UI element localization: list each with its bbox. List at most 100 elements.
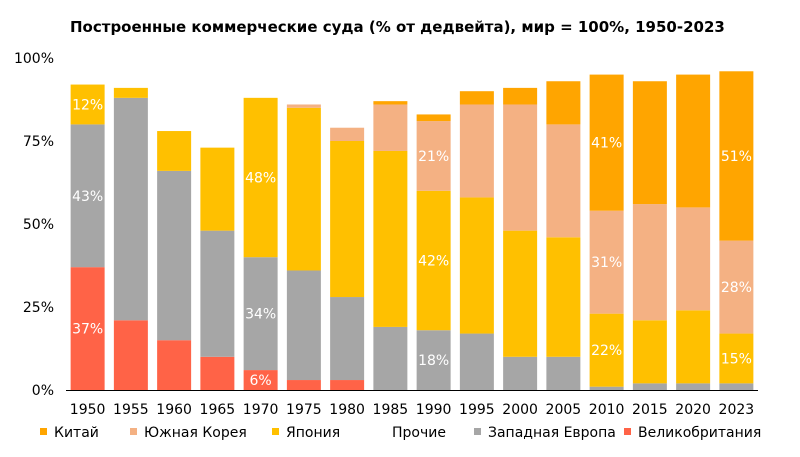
bar-segment-япония-1970	[243, 97, 278, 258]
x-tick-label: 1985	[373, 402, 409, 418]
bar-segment-западная-европа-1990	[416, 330, 451, 390]
y-tick-label: 0%	[32, 383, 54, 399]
bar-segment-япония-2015	[632, 320, 667, 384]
legend-swatch-западная-европа	[474, 428, 481, 435]
legend-label: Япония	[286, 425, 340, 441]
data-label: 22%	[591, 343, 622, 359]
x-tick-label: 1970	[243, 402, 279, 418]
data-label: 48%	[245, 171, 276, 187]
bar-segment-великобритания-1955	[113, 320, 148, 390]
data-label: 34%	[245, 307, 276, 323]
y-tick-label: 75%	[23, 134, 54, 150]
bar-segment-великобритания-1975	[286, 380, 321, 390]
bar-segment-китай-2015	[632, 81, 667, 205]
bar-segment-великобритания-1970	[243, 370, 278, 390]
bar-segment-япония-1955	[113, 87, 148, 98]
data-label: 31%	[591, 255, 622, 271]
bar-segment-западная-европа-1995	[459, 333, 494, 390]
bar-segment-южная-корея-2023	[719, 240, 754, 334]
data-label: 41%	[591, 136, 622, 152]
bar-segment-китай-1985	[373, 101, 408, 105]
x-tick-label: 1990	[416, 402, 452, 418]
bar-segment-западная-европа-2005	[546, 356, 581, 390]
legend-swatch-прочие	[378, 428, 385, 435]
bar-segment-западная-европа-1965	[200, 230, 235, 357]
bar-segment-южная-корея-2010	[589, 210, 624, 314]
y-tick-label: 25%	[23, 300, 54, 316]
bar-segment-западная-европа-2023	[719, 383, 754, 390]
legend-label: Великобритания	[638, 425, 761, 441]
bar-segment-япония-2000	[503, 230, 538, 357]
bar-segment-западная-европа-2015	[632, 383, 667, 390]
x-tick-label: 2010	[589, 402, 625, 418]
y-axis: 0% 25% 50% 75% 100%	[14, 51, 54, 399]
bar-segment-китай-1990	[416, 114, 451, 122]
bar-segment-китай-1995	[459, 91, 494, 105]
x-tick-label: 1950	[70, 402, 106, 418]
legend-swatch-южная-корея	[130, 428, 137, 435]
bar-segment-южная-корея-1980	[330, 127, 365, 141]
chart-title: Построенные коммерческие суда (% от дедв…	[70, 18, 725, 36]
bar-segment-южная-корея-1985	[373, 104, 408, 151]
data-label: 6%	[250, 373, 272, 389]
data-label: 21%	[418, 149, 449, 165]
bar-segment-западная-европа-1975	[286, 270, 321, 381]
segment-labels: 37% 43% 12% 6% 34% 48% 18% 42% 21% 22% 31% 41% 15% 28…	[72, 97, 752, 389]
bar-segment-южная-корея-2020	[676, 207, 711, 311]
bar-segment-япония-2023	[719, 333, 754, 384]
bar-segment-япония-1995	[459, 197, 494, 334]
data-label: 42%	[418, 254, 449, 270]
bar-segment-южная-корея-2005	[546, 124, 581, 238]
bar-segment-великобритания-1950	[70, 267, 105, 390]
bar-segment-великобритания-1980	[330, 380, 365, 390]
bar-segment-япония-1985	[373, 150, 408, 327]
data-label: 28%	[721, 280, 752, 296]
bar-segment-южная-корея-2015	[632, 204, 667, 321]
legend: Китай Южная Корея Япония Прочие Западная Евр…	[40, 425, 761, 441]
bar-segment-западная-европа-1960	[157, 170, 192, 341]
x-axis: 1950 1955 1960 1965 1970 1975 1980 1985 1990 1995…	[66, 390, 758, 418]
bar-segment-западная-европа-2000	[503, 356, 538, 390]
data-label: 18%	[418, 353, 449, 369]
bar-segment-западная-европа-1955	[113, 97, 148, 321]
x-tick-label: 1995	[459, 402, 495, 418]
legend-label: Западная Европа	[488, 425, 616, 441]
bar-segment-китай-2005	[546, 81, 581, 125]
data-label: 37%	[72, 322, 103, 338]
bar-segment-китай-2000	[503, 87, 538, 105]
legend-swatch-япония	[272, 428, 279, 435]
bar-segment-западная-европа-1970	[243, 257, 278, 371]
bars	[70, 71, 754, 390]
x-tick-label: 2015	[632, 402, 668, 418]
x-tick-label: 1980	[329, 402, 365, 418]
legend-swatch-великобритания	[624, 428, 631, 435]
bar-segment-великобритания-1960	[157, 340, 192, 390]
legend-swatch-китай	[40, 428, 47, 435]
bar-segment-западная-европа-2010	[589, 386, 624, 390]
x-tick-label: 2005	[546, 402, 582, 418]
data-label: 51%	[721, 149, 752, 165]
bar-segment-китай-2023	[719, 71, 754, 241]
bar-segment-япония-1980	[330, 141, 365, 298]
bar-segment-западная-европа-1985	[373, 326, 408, 390]
bar-segment-южная-корея-1995	[459, 104, 494, 198]
y-tick-label: 50%	[23, 217, 54, 233]
legend-label: Китай	[54, 425, 99, 441]
legend-label: Прочие	[392, 425, 446, 441]
bar-segment-великобритания-1965	[200, 356, 235, 390]
bar-segment-япония-1965	[200, 147, 235, 231]
data-label: 15%	[721, 351, 752, 367]
x-tick-label: 2023	[719, 402, 755, 418]
bar-segment-китай-2020	[676, 74, 711, 208]
x-tick-label: 2020	[675, 402, 711, 418]
bar-segment-япония-2010	[589, 313, 624, 387]
x-tick-label: 1960	[156, 402, 192, 418]
bar-segment-япония-1950	[70, 84, 105, 125]
bar-segment-южная-корея-1975	[286, 104, 321, 108]
bar-segment-япония-1990	[416, 190, 451, 331]
bar-segment-западная-европа-2020	[676, 383, 711, 390]
bar-segment-западная-европа-1950	[70, 124, 105, 268]
x-tick-label: 1955	[113, 402, 149, 418]
